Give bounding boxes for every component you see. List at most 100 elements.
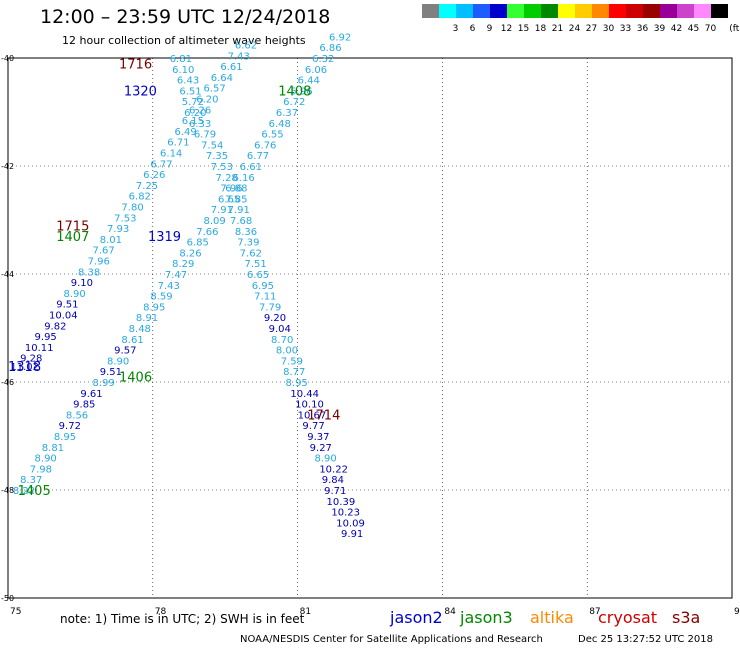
wave-height-point: 9.85 bbox=[73, 400, 95, 411]
wave-height-point: 9.10 bbox=[71, 278, 93, 289]
wave-height-point: 6.32 bbox=[312, 54, 334, 65]
legend-label: 6 bbox=[469, 24, 476, 34]
wave-height-point: 6.64 bbox=[211, 73, 233, 84]
wave-height-point: 6.06 bbox=[305, 65, 327, 76]
legend-label: 12 bbox=[500, 24, 513, 34]
wave-height-point: 10.11 bbox=[25, 343, 54, 354]
wave-height-point: 9.04 bbox=[269, 324, 291, 335]
wave-height-point: 9.28 bbox=[20, 354, 42, 365]
y-tick-label: -40 bbox=[1, 54, 14, 63]
wave-height-point: 6.37 bbox=[276, 108, 298, 119]
wave-height-point: 6.77 bbox=[150, 159, 172, 170]
satellite-s3a: s3a bbox=[672, 608, 701, 627]
wave-height-point: 11.02 bbox=[10, 362, 39, 373]
wave-height-point: 7.96 bbox=[88, 257, 110, 268]
x-tick-label: 81 bbox=[300, 607, 311, 617]
wave-height-point: 5.72 bbox=[182, 97, 204, 108]
wave-height-point: 8.01 bbox=[100, 235, 122, 246]
wave-height-point: 8.77 bbox=[283, 367, 305, 378]
wave-height-point: 7.79 bbox=[259, 302, 281, 313]
legend-swatch bbox=[439, 4, 456, 18]
pass-time-label: 1405 bbox=[18, 484, 51, 499]
wave-height-point: 6.44 bbox=[298, 76, 320, 87]
y-tick-label: -42 bbox=[1, 162, 14, 171]
footnote: note: 1) Time is in UTC; 2) SWH is in fe… bbox=[60, 612, 305, 626]
wave-height-point: 6.86 bbox=[319, 43, 341, 54]
wave-height-point: 9.72 bbox=[59, 421, 81, 432]
wave-height-point: 6.61 bbox=[220, 62, 242, 73]
legend-swatch bbox=[490, 4, 507, 18]
wave-height-point: 6.79 bbox=[194, 130, 216, 141]
wave-height-point: 8.61 bbox=[121, 335, 143, 346]
wave-height-point: 7.62 bbox=[240, 248, 262, 259]
pass-time-label: 1408 bbox=[278, 84, 311, 99]
satellite-jason2: jason2 bbox=[390, 608, 443, 627]
wave-height-point: 7.11 bbox=[254, 292, 276, 303]
legend-label: 24 bbox=[568, 24, 581, 34]
wave-height-point: 7.25 bbox=[136, 181, 158, 192]
wave-height-point: 6.20 bbox=[184, 108, 206, 119]
wave-height-point: 9.20 bbox=[264, 313, 286, 324]
wave-height-point: 6.55 bbox=[261, 130, 283, 141]
wave-height-point: 7.54 bbox=[201, 140, 223, 151]
chart-subtitle: 12 hour collection of altimeter wave hei… bbox=[62, 34, 306, 47]
wave-height-point: 8.95 bbox=[143, 302, 165, 313]
pass-time-label: 1320 bbox=[124, 84, 157, 99]
wave-height-point: 6.48 bbox=[269, 119, 291, 130]
credit-line: NOAA/NESDIS Center for Satellite Applica… bbox=[240, 634, 543, 645]
y-tick-label: -44 bbox=[1, 270, 14, 279]
wave-height-point: 9.51 bbox=[100, 367, 122, 378]
wave-height-point: 8.56 bbox=[66, 410, 88, 421]
wave-height-point: 9.91 bbox=[341, 529, 363, 540]
wave-height-point: 6.33 bbox=[189, 119, 211, 130]
wave-height-point: 6.43 bbox=[177, 76, 199, 87]
legend-label: 70 bbox=[704, 24, 717, 34]
wave-height-point: 6.61 bbox=[240, 162, 262, 173]
legend-label: 30 bbox=[602, 24, 615, 34]
wave-height-point: 10.09 bbox=[336, 518, 365, 529]
wave-height-point: 8.09 bbox=[203, 216, 225, 227]
chart-title: 12:00 – 23:59 UTC 12/24/2018 bbox=[40, 6, 331, 28]
wave-height-point: 8.37 bbox=[20, 475, 42, 486]
wave-height-point: 6.14 bbox=[160, 149, 182, 160]
wave-height-point: 7.51 bbox=[245, 259, 267, 270]
satellite-altika: altika bbox=[530, 608, 574, 627]
wave-height-point: 6.65 bbox=[247, 270, 269, 281]
wave-height-point: 8.26 bbox=[179, 248, 201, 259]
legend-swatch bbox=[422, 4, 439, 18]
wave-height-point: 6.65 bbox=[218, 194, 240, 205]
y-tick-label: -46 bbox=[1, 378, 14, 387]
legend-swatch bbox=[541, 4, 558, 18]
wave-height-point: 8.36 bbox=[235, 227, 257, 238]
wave-height-point: 7.85 bbox=[225, 194, 247, 205]
wave-height-point: 7.93 bbox=[107, 224, 129, 235]
wave-height-point: 7.39 bbox=[237, 238, 259, 249]
wave-height-point: 6.95 bbox=[252, 281, 274, 292]
plot-frame bbox=[7, 57, 733, 599]
wave-height-point: 7.98 bbox=[30, 464, 52, 475]
wave-height-point: 6.82 bbox=[129, 192, 151, 203]
legend-swatch bbox=[626, 4, 643, 18]
wave-height-point: 10.67 bbox=[298, 410, 327, 421]
x-tick-label: 78 bbox=[155, 607, 167, 617]
wave-height-point: 6.71 bbox=[167, 138, 189, 149]
wave-height-point: 9.82 bbox=[44, 321, 66, 332]
x-tick-label: 75 bbox=[10, 607, 21, 617]
wave-height-point: 7.91 bbox=[228, 205, 250, 216]
wave-height-point: 8.00 bbox=[276, 346, 298, 357]
wave-height-point: 7.80 bbox=[121, 203, 143, 214]
wave-height-point: 9.57 bbox=[114, 346, 136, 357]
wave-height-point: 6.16 bbox=[232, 173, 254, 184]
wave-height-point: 7.59 bbox=[281, 356, 303, 367]
legend-swatch bbox=[694, 4, 711, 18]
pass-time-label: 1716 bbox=[119, 57, 152, 72]
wave-height-point: 7.47 bbox=[165, 270, 187, 281]
legend-label: 33 bbox=[619, 24, 632, 34]
wave-height-point: 8.90 bbox=[314, 454, 336, 465]
wave-height-point: 8.22 bbox=[13, 486, 35, 497]
legend-label: 15 bbox=[517, 24, 530, 34]
wave-height-point: 7.28 bbox=[216, 173, 238, 184]
wave-height-point: 7.66 bbox=[196, 227, 218, 238]
wave-height-point: 8.95 bbox=[286, 378, 308, 389]
